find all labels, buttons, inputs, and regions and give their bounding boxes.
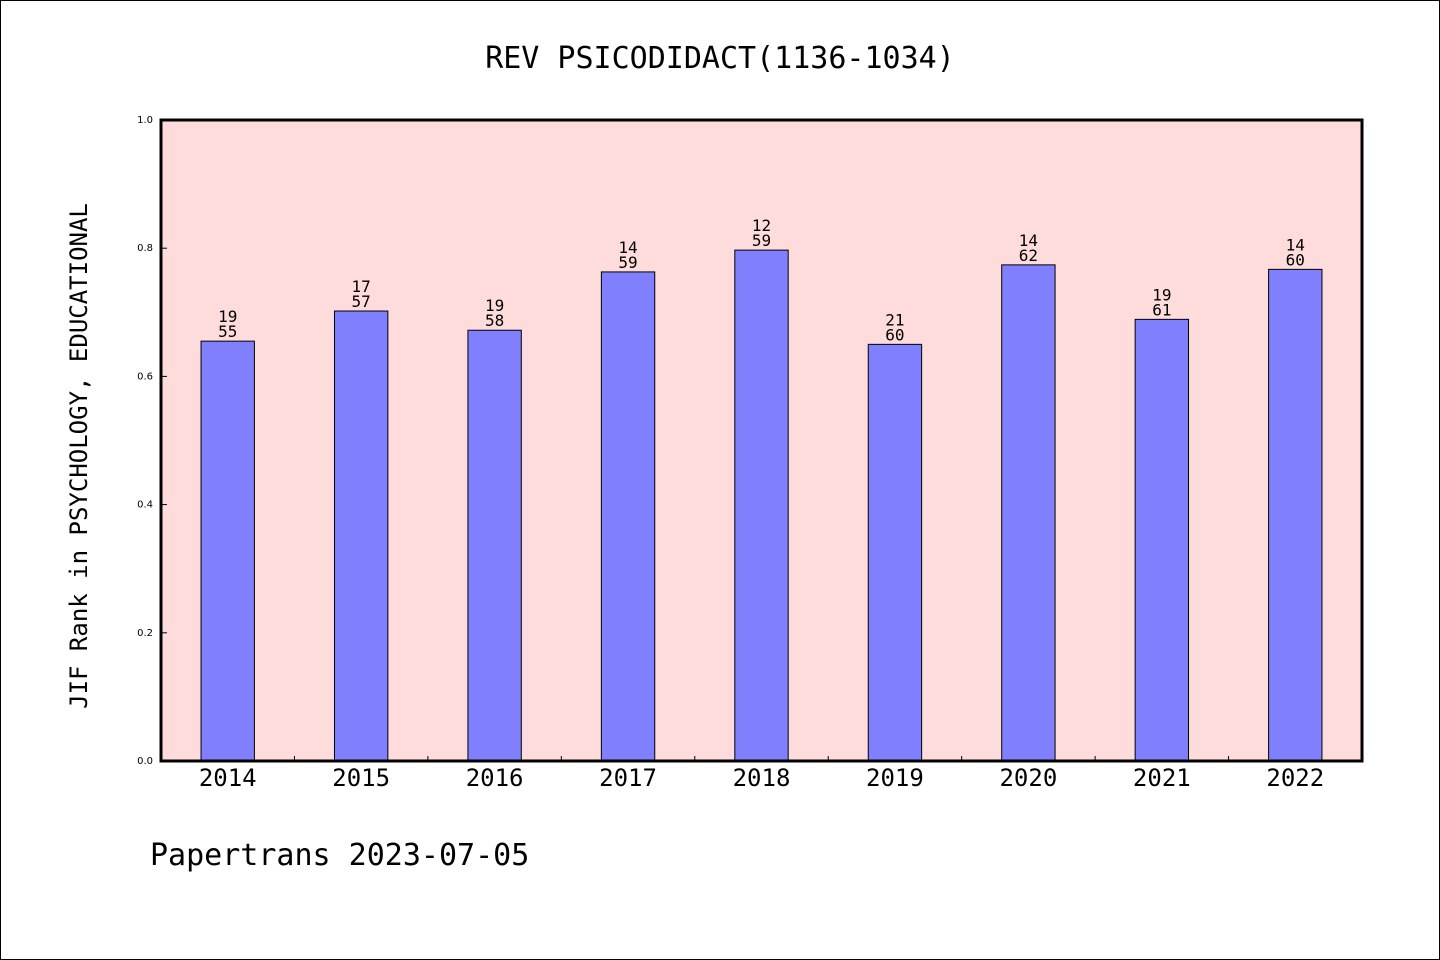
data-label-rank-2015: 17 — [352, 277, 371, 296]
x-tick-label-2018: 2018 — [733, 764, 791, 792]
bar-2019 — [867, 343, 923, 762]
x-tick-label-2019: 2019 — [866, 764, 924, 792]
bar-2016 — [467, 329, 522, 762]
data-label-total-2015: 57 — [352, 292, 371, 311]
data-label-rank-2017: 14 — [618, 238, 637, 257]
bar-2015 — [333, 310, 389, 762]
bar-2017 — [600, 271, 656, 762]
x-tick-label-2014: 2014 — [199, 764, 257, 792]
data-label-total-2014: 55 — [218, 322, 237, 341]
chart-title: REV PSICODIDACT(1136-1034) — [485, 41, 955, 76]
bar-2021 — [1134, 318, 1190, 762]
data-label-total-2017: 59 — [618, 253, 637, 272]
bar-2020 — [1001, 264, 1056, 762]
footer-credit: Papertrans 2023-07-05 — [150, 838, 529, 873]
bar-2018 — [734, 249, 789, 762]
data-label-total-2018: 59 — [752, 231, 771, 250]
data-label-rank-2018: 12 — [752, 216, 771, 235]
x-tick-label-2020: 2020 — [999, 764, 1057, 792]
data-label-total-2016: 58 — [485, 311, 504, 330]
data-label-rank-2014: 19 — [218, 307, 237, 326]
x-tick-label-2017: 2017 — [599, 764, 657, 792]
data-label-rank-2022: 14 — [1286, 235, 1305, 254]
data-label-total-2020: 62 — [1019, 246, 1038, 265]
y-tick-label-0.8: 0.8 — [137, 243, 153, 254]
bars-layer — [200, 249, 1323, 762]
x-tick-label-2021: 2021 — [1133, 764, 1191, 792]
y-tick-label-0.2: 0.2 — [137, 628, 153, 639]
data-label-rank-2019: 21 — [885, 310, 904, 329]
data-label-rank-2020: 14 — [1019, 231, 1038, 250]
data-label-total-2019: 60 — [885, 325, 904, 344]
y-tick-label-0.0: 0.0 — [137, 756, 153, 767]
y-axis-label: JIF Rank in PSYCHOLOGY, EDUCATIONAL — [65, 203, 93, 709]
data-label-rank-2021: 19 — [1152, 285, 1171, 304]
y-tick-label-0.4: 0.4 — [137, 500, 153, 511]
x-tick-label-2022: 2022 — [1266, 764, 1324, 792]
y-tick-label-1.0: 1.0 — [137, 115, 153, 126]
bar-2022 — [1268, 268, 1323, 762]
data-label-rank-2016: 19 — [485, 296, 504, 315]
y-tick-label-0.6: 0.6 — [137, 371, 153, 382]
data-label-total-2021: 61 — [1152, 300, 1171, 319]
bar-2014 — [200, 340, 255, 762]
x-axis: 2014 2015 2016 2017 2018 2019 2020 2021 2022 — [199, 756, 1324, 792]
data-label-total-2022: 60 — [1286, 250, 1305, 269]
x-tick-label-2015: 2015 — [332, 764, 390, 792]
plot-border — [159, 118, 1364, 763]
x-tick-label-2016: 2016 — [466, 764, 524, 792]
